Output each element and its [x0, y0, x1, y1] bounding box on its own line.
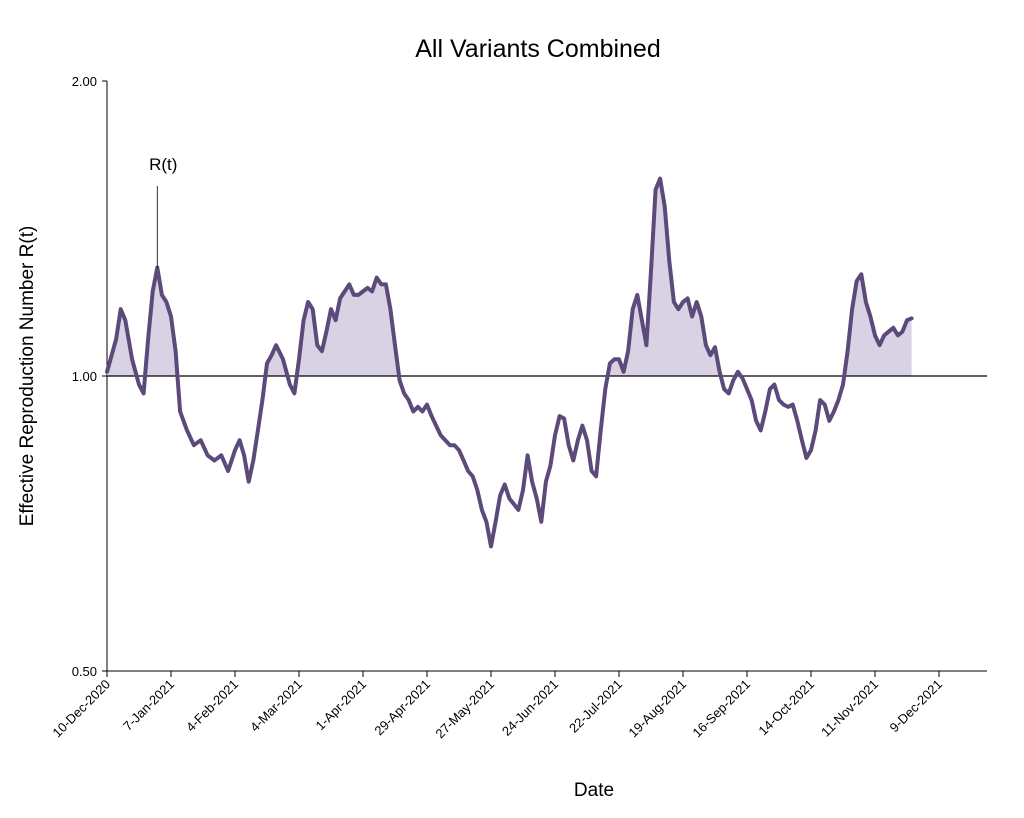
x-tick-label: 14-Oct-2021 [755, 677, 817, 739]
x-tick-label: 9-Dec-2021 [886, 677, 945, 736]
x-axis-label: Date [574, 780, 614, 801]
x-tick-label: 24-Jun-2021 [499, 677, 561, 739]
x-tick-label: 27-May-2021 [432, 677, 497, 742]
x-tick-label: 4-Feb-2021 [183, 677, 241, 735]
x-tick-label: 1-Apr-2021 [313, 677, 370, 734]
line [105, 176, 914, 549]
x-tick-label: 11-Nov-2021 [818, 677, 881, 740]
area-fill [107, 178, 912, 376]
x-tick-label: 4-Mar-2021 [247, 677, 305, 735]
chart-title: All Variants Combined [415, 35, 660, 63]
y-axis-label: Effective Reproduction Number R(t) [17, 226, 38, 527]
x-tick-label: 19-Aug-2021 [625, 677, 689, 741]
x-tick-label: 10-Dec-2020 [49, 677, 113, 741]
y-tick-label: 0.50 [72, 664, 97, 679]
x-tick-label: 22-Jul-2021 [566, 677, 625, 736]
x-tick-label: 7-Jan-2021 [120, 677, 177, 734]
annotation-text: R(t) [149, 155, 177, 174]
x-tick-label: 16-Sep-2021 [689, 677, 753, 741]
y-tick-label: 2.00 [72, 74, 97, 89]
y-tick-label: 1.00 [72, 369, 97, 384]
x-tick-label: 29-Apr-2021 [371, 677, 433, 739]
